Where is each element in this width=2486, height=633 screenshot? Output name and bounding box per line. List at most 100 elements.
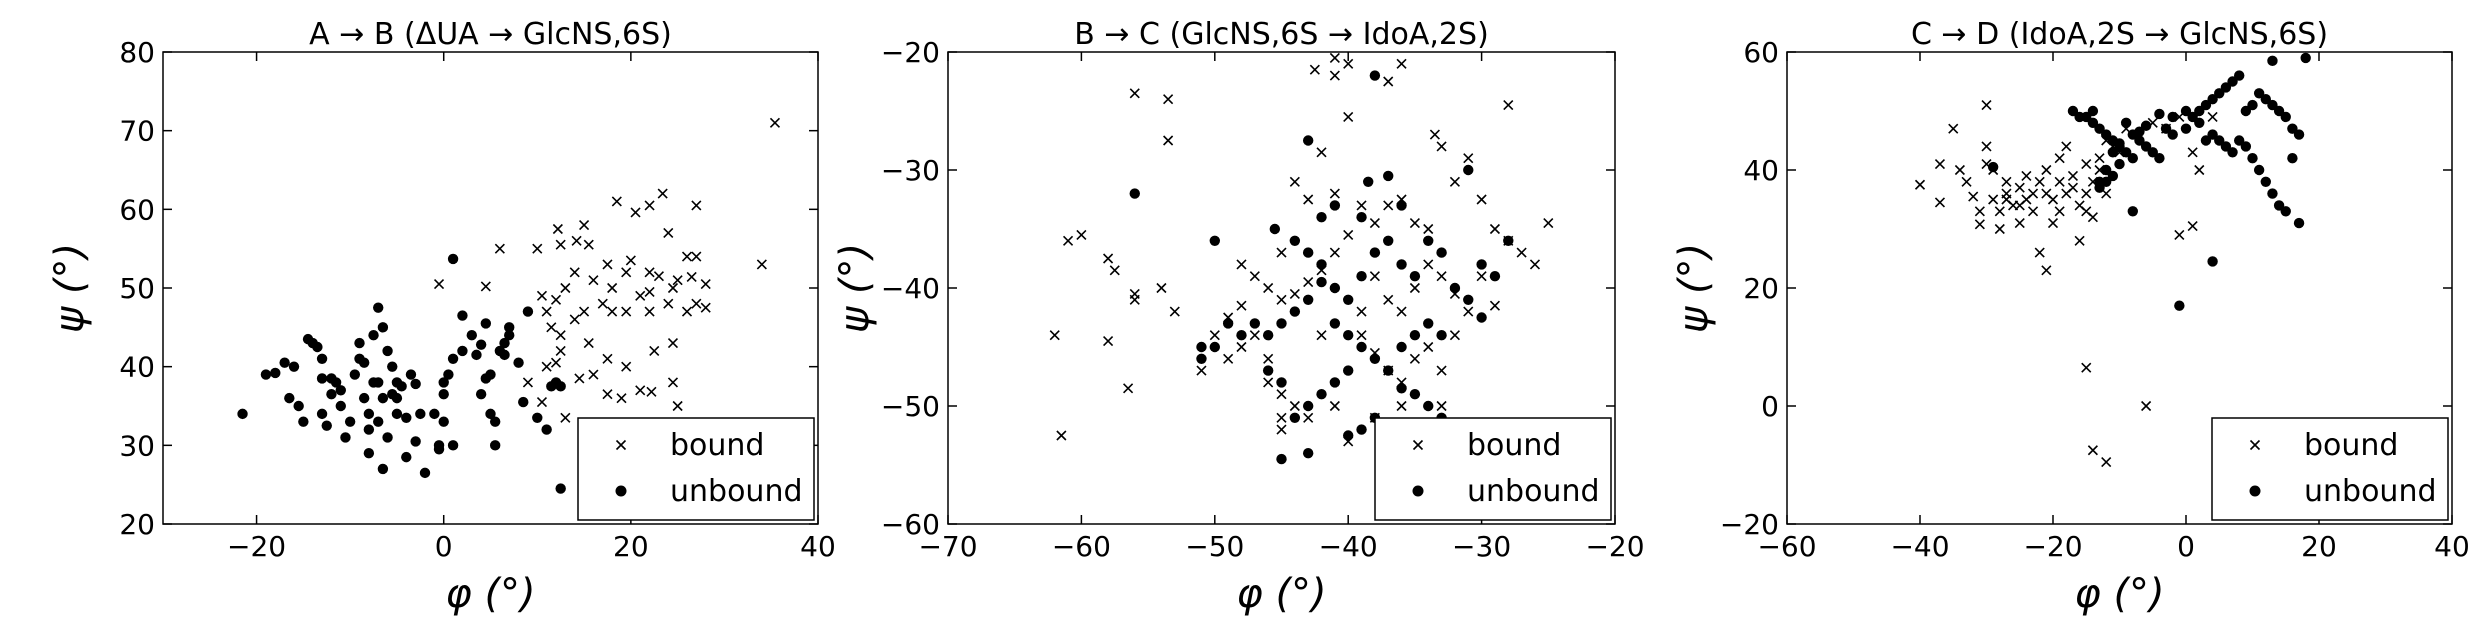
unbound-point [2234, 135, 2245, 146]
unbound-point [2227, 147, 2238, 158]
legend: bound unbound [1374, 417, 1612, 521]
bound-point [569, 267, 580, 278]
unbound-point [485, 408, 496, 420]
bound-point [2041, 164, 2052, 176]
unbound-point [1209, 235, 1221, 246]
unbound-point [2260, 176, 2271, 187]
x-tick-label: −60 [1757, 530, 1816, 563]
bound-point [1476, 194, 1487, 205]
legend: bound unbound [577, 417, 815, 521]
unbound-point [2154, 108, 2165, 120]
unbound-point [2207, 94, 2218, 105]
unbound-point [1269, 223, 1281, 235]
unbound-point [1316, 276, 1327, 288]
legend-label-unbound: unbound [2304, 474, 2437, 509]
unbound-point [2234, 70, 2245, 81]
unbound-point [2220, 82, 2232, 93]
bound-point [1316, 147, 1327, 158]
x-tick-label: −40 [1319, 530, 1378, 563]
bound-point [550, 294, 562, 305]
bound-point [1062, 235, 1074, 246]
unbound-point [2280, 206, 2291, 217]
bound-point [1503, 100, 1514, 111]
bound-point [532, 243, 543, 254]
bound-point [667, 338, 679, 349]
unbound-point [2200, 99, 2212, 111]
unbound-point [2094, 123, 2105, 134]
unbound-point [1436, 330, 1447, 341]
unbound-point [2227, 76, 2238, 87]
unbound-point [410, 436, 421, 447]
unbound-point [1363, 176, 1374, 187]
bound-point [2187, 220, 2198, 232]
bound-point [621, 306, 632, 317]
y-tick-label: −60 [881, 508, 940, 541]
unbound-point [2167, 129, 2178, 140]
unbound-point [438, 416, 449, 427]
bound-point [1343, 229, 1354, 240]
unbound-point [1369, 70, 1381, 81]
unbound-point [1449, 282, 1461, 294]
bound-point [546, 322, 557, 333]
bound-point [2067, 170, 2079, 181]
bound-point [1489, 223, 1501, 235]
unbound-point [1383, 170, 1394, 182]
unbound-point [480, 318, 492, 329]
unbound-point [504, 322, 515, 333]
bound-point [644, 286, 655, 297]
y-tick-label: 20 [119, 508, 155, 541]
unbound-point [518, 396, 529, 408]
unbound-point [1343, 430, 1354, 441]
bound-point [769, 117, 781, 128]
unbound-point [2287, 153, 2298, 164]
legend-bound-marker [1412, 439, 1424, 451]
unbound-point [555, 381, 566, 392]
legend-unbound-marker [2249, 485, 2261, 497]
unbound-point [2160, 123, 2172, 134]
legend-bound-marker [2249, 439, 2261, 451]
unbound-point [1209, 341, 1221, 353]
unbound-point [1476, 259, 1487, 270]
legend: bound unbound [2211, 417, 2449, 521]
legend-unbound-marker [615, 485, 627, 497]
unbound-point [1196, 353, 1207, 364]
bound-point [621, 361, 632, 372]
y-tick-label: 30 [119, 429, 155, 462]
unbound-point [368, 330, 379, 341]
bound-point [663, 298, 674, 309]
unbound-point [354, 337, 365, 349]
unbound-point [471, 349, 482, 361]
bound-point [1276, 247, 1287, 258]
bound-point [1436, 141, 1447, 152]
y-tick-label: 60 [119, 193, 155, 226]
bound-point [1981, 100, 1992, 111]
bound-point [1196, 365, 1207, 376]
bound-point [1129, 294, 1140, 305]
bound-point [1329, 188, 1340, 199]
bound-point [1396, 306, 1407, 317]
bound-point [2194, 164, 2205, 176]
unbound-point [330, 377, 342, 388]
unbound-point [513, 357, 524, 368]
unbound-point [2154, 153, 2165, 164]
unbound-point [2134, 135, 2145, 146]
unbound-point [2273, 105, 2285, 117]
legend-box [1374, 417, 1612, 521]
unbound-point [2120, 147, 2132, 158]
unbound-point [358, 392, 370, 404]
bound-point [1289, 176, 1300, 187]
unbound-point [1236, 330, 1247, 341]
unbound-point [1396, 200, 1407, 211]
unbound-point [2127, 153, 2138, 164]
y-tick-label: −30 [881, 154, 940, 187]
unbound-point [2114, 158, 2125, 170]
bound-point [2074, 235, 2085, 246]
axes-frame [947, 51, 1616, 525]
y-tick-label: 50 [119, 272, 155, 305]
unbound-point [1383, 365, 1394, 376]
bound-point [691, 298, 702, 309]
x-tick-label: 40 [800, 530, 836, 563]
unbound-point [1129, 188, 1140, 199]
unbound-point [1343, 330, 1354, 341]
y-tick-label: 70 [119, 115, 155, 148]
